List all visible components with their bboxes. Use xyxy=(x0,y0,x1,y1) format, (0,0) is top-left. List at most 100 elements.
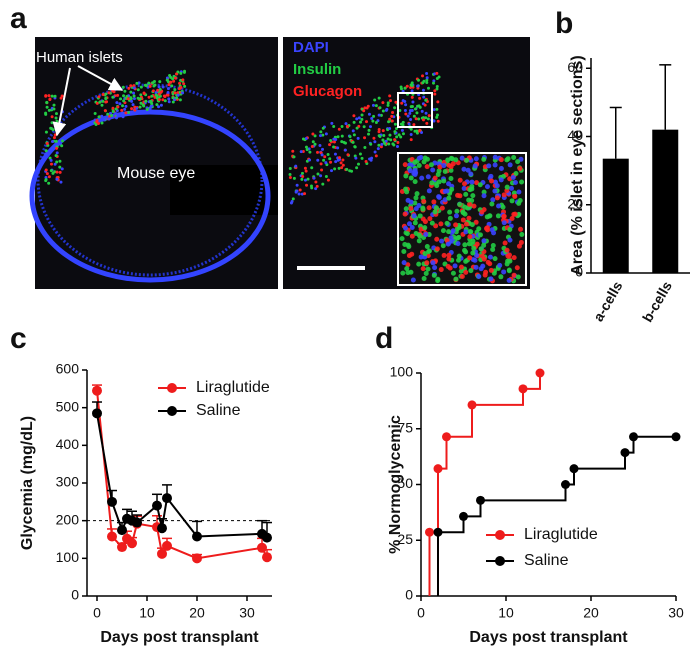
cell xyxy=(55,177,59,181)
y-tick-label: 60 xyxy=(567,59,583,75)
bar xyxy=(652,129,679,273)
cell xyxy=(483,225,489,231)
cell xyxy=(351,129,355,133)
cell xyxy=(314,180,318,184)
cell xyxy=(167,100,171,104)
cell xyxy=(441,252,447,258)
cell xyxy=(130,107,134,111)
cell xyxy=(151,89,155,93)
cell xyxy=(441,163,447,169)
cell xyxy=(431,199,437,205)
channel-label: Insulin xyxy=(293,61,341,78)
cell xyxy=(467,229,473,235)
cell xyxy=(479,253,485,259)
cell xyxy=(111,106,115,110)
cell xyxy=(318,144,322,148)
cell xyxy=(45,101,49,105)
cell xyxy=(53,94,57,98)
cell xyxy=(55,146,59,150)
cell xyxy=(374,120,378,124)
cell xyxy=(459,155,465,161)
cell xyxy=(123,89,127,93)
y-tick-label: 100 xyxy=(390,364,414,380)
cell xyxy=(511,154,517,160)
cell xyxy=(455,241,461,247)
cell xyxy=(116,113,120,117)
cell xyxy=(468,171,474,177)
cell xyxy=(368,125,372,129)
cell xyxy=(305,148,309,152)
cell xyxy=(472,257,478,263)
cell xyxy=(436,100,440,104)
cell xyxy=(374,154,378,158)
cell xyxy=(422,219,428,225)
cell xyxy=(424,116,428,120)
cell xyxy=(471,245,477,251)
y-tick-label: 40 xyxy=(567,127,583,143)
cell xyxy=(49,158,53,162)
cell xyxy=(337,127,341,131)
cell xyxy=(498,157,504,163)
cell xyxy=(432,79,436,83)
annotation: Human islets xyxy=(36,49,123,66)
cell xyxy=(408,199,414,205)
cell xyxy=(100,103,104,107)
cell xyxy=(448,176,454,182)
cell xyxy=(123,107,127,111)
cell xyxy=(412,168,418,174)
cell xyxy=(321,147,325,151)
cell xyxy=(177,87,181,91)
cell xyxy=(478,266,484,272)
cell xyxy=(58,165,62,169)
cell xyxy=(448,235,454,241)
cell xyxy=(509,198,515,204)
cell xyxy=(377,113,381,117)
cell xyxy=(329,139,333,143)
cell xyxy=(517,197,523,203)
cell xyxy=(462,211,468,217)
cell xyxy=(421,198,427,204)
cell xyxy=(94,123,98,127)
cell xyxy=(469,179,475,185)
cell xyxy=(303,192,307,196)
cell xyxy=(421,118,425,122)
cell xyxy=(104,97,108,101)
cell xyxy=(132,86,136,90)
cell xyxy=(432,108,436,112)
cell xyxy=(369,142,373,146)
cell xyxy=(114,116,118,120)
cell xyxy=(389,138,393,142)
cell xyxy=(473,264,479,270)
cell xyxy=(95,120,99,124)
cell xyxy=(387,142,391,146)
cell xyxy=(435,85,439,89)
cell xyxy=(515,274,521,280)
cell xyxy=(433,92,437,96)
legend-label: Saline xyxy=(524,552,569,569)
cell xyxy=(401,123,405,127)
cell xyxy=(314,187,318,191)
cell xyxy=(492,256,498,262)
y-axis-label: Glycemia (mg/dL) xyxy=(19,416,36,550)
cell xyxy=(403,206,409,212)
cell xyxy=(433,72,437,76)
cell xyxy=(438,221,444,227)
cell xyxy=(364,159,368,163)
cell xyxy=(477,182,483,188)
cell xyxy=(415,111,419,115)
cell xyxy=(175,96,179,100)
cell xyxy=(516,189,522,195)
cell xyxy=(304,137,308,141)
cell xyxy=(462,247,468,253)
cell xyxy=(515,159,521,165)
cell xyxy=(385,107,389,111)
cell xyxy=(391,111,395,115)
cell xyxy=(404,103,408,107)
cell xyxy=(55,151,59,155)
cell xyxy=(60,139,64,143)
cell xyxy=(409,224,415,230)
cell xyxy=(473,219,479,225)
cell xyxy=(332,137,336,141)
cell xyxy=(403,225,409,231)
cell xyxy=(420,266,426,272)
